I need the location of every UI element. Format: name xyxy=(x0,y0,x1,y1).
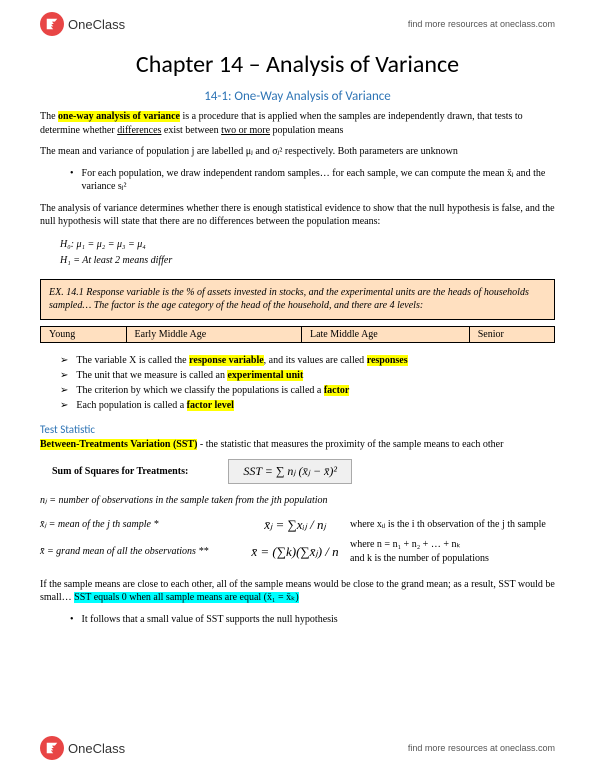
highlight-sst-zero: SST equals 0 when all sample means are e… xyxy=(74,592,299,603)
hypothesis-block: H₀: μ₁ = μ₂ = μ₃ = μ₄ H₁ = At least 2 me… xyxy=(60,237,555,269)
xj-definition-row: x̄ⱼ = mean of the j th sample * x̄ⱼ = ∑x… xyxy=(40,516,555,534)
logo: OneClass xyxy=(40,12,125,36)
xj-formula: x̄ⱼ = ∑xᵢⱼ / nⱼ xyxy=(240,516,350,534)
underline-two-or-more: two or more xyxy=(221,125,270,136)
intro-paragraph: The one-way analysis of variance is a pr… xyxy=(40,110,555,137)
xj-left: x̄ⱼ = mean of the j th sample * xyxy=(40,518,240,532)
highlight-one-way-anova: one-way analysis of variance xyxy=(58,111,180,122)
underline-differences: differences xyxy=(117,125,161,136)
table-row: Young Early Middle Age Late Middle Age S… xyxy=(41,326,555,342)
list-item: ➢ The unit that we measure is called an … xyxy=(60,368,555,383)
highlight-sst: Between-Treatments Variation (SST) xyxy=(40,439,197,450)
alt-hypothesis: H₁ = At least 2 means differ xyxy=(60,253,555,269)
arrow-icon: ➢ xyxy=(60,353,68,368)
xbar-left: x̄̄ = grand mean of all the observations… xyxy=(40,545,240,559)
cell-young: Young xyxy=(41,326,127,342)
nj-definition: nⱼ = number of observations in the sampl… xyxy=(40,494,555,508)
logo-text: OneClass xyxy=(68,17,125,32)
closing-bullet: • It follows that a small value of SST s… xyxy=(70,613,555,627)
sst-definition: Between-Treatments Variation (SST) - the… xyxy=(40,438,555,452)
xbar-right: where n = n₁ + n₂ + … + nₖ and k is the … xyxy=(350,538,555,566)
xj-right: where xᵢⱼ is the i th observation of the… xyxy=(350,518,555,532)
list-item: ➢ The criterion by which we classify the… xyxy=(60,383,555,398)
arrow-icon: ➢ xyxy=(60,368,68,383)
test-statistic-title: Test Statistic xyxy=(40,423,555,436)
bullet-item: • For each population, we draw independe… xyxy=(70,167,555,194)
list-item: ➢ The variable X is called the response … xyxy=(60,353,555,368)
null-hypothesis: H₀: μ₁ = μ₂ = μ₃ = μ₄ xyxy=(60,237,555,253)
text: - the statistic that measures the proxim… xyxy=(197,439,503,450)
text: The unit that we measure is called an xyxy=(76,370,227,381)
text: Each population is called a factor level xyxy=(76,398,234,413)
bullet-item: • It follows that a small value of SST s… xyxy=(70,613,555,627)
page-footer: OneClass find more resources at oneclass… xyxy=(40,736,555,760)
page-header: OneClass find more resources at oneclass… xyxy=(40,12,555,36)
highlight-responses: responses xyxy=(367,355,408,366)
text: exist between xyxy=(161,125,221,136)
footer-logo: OneClass xyxy=(40,736,125,760)
bullet-icon: • xyxy=(70,613,74,627)
xbar-definition-row: x̄̄ = grand mean of all the observations… xyxy=(40,538,555,566)
logo-icon xyxy=(40,12,64,36)
text: Each population is called a xyxy=(76,400,186,411)
sst-label: Sum of Squares for Treatments: xyxy=(52,466,188,477)
text: and k is the number of populations xyxy=(350,552,555,566)
text: The variable X is called the response va… xyxy=(76,353,407,368)
sst-formula-box: SST = ∑ nⱼ (x̄ⱼ − x̄̄)² xyxy=(228,459,352,484)
logo-text: OneClass xyxy=(68,741,125,756)
bullet-block: • For each population, we draw independe… xyxy=(70,167,555,194)
text: where n = n₁ + n₂ + … + nₖ xyxy=(350,538,555,552)
arrow-icon: ➢ xyxy=(60,383,68,398)
list-item: ➢ Each population is called a factor lev… xyxy=(60,398,555,413)
text: The variable X is called the xyxy=(76,355,189,366)
highlight-response-variable: response variable xyxy=(189,355,264,366)
cell-senior: Senior xyxy=(469,326,554,342)
closing-paragraph: If the sample means are close to each ot… xyxy=(40,578,555,605)
cell-early-middle: Early Middle Age xyxy=(126,326,301,342)
bullet-text: For each population, we draw independent… xyxy=(82,167,555,194)
footer-link[interactable]: find more resources at oneclass.com xyxy=(408,743,555,753)
highlight-factor: factor xyxy=(324,385,350,396)
age-categories-table: Young Early Middle Age Late Middle Age S… xyxy=(40,326,555,343)
bullet-icon: • xyxy=(70,167,74,194)
text: The xyxy=(40,111,58,122)
sst-formula-row: Sum of Squares for Treatments: SST = ∑ n… xyxy=(40,459,555,484)
cell-late-middle: Late Middle Age xyxy=(301,326,469,342)
anova-paragraph: The analysis of variance determines whet… xyxy=(40,202,555,229)
header-link[interactable]: find more resources at oneclass.com xyxy=(408,19,555,29)
chapter-title: Chapter 14 – Analysis of Variance xyxy=(40,50,555,79)
section-title: 14-1: One-Way Analysis of Variance xyxy=(40,89,555,104)
text: The criterion by which we classify the p… xyxy=(76,385,323,396)
highlight-factor-level: factor level xyxy=(187,400,234,411)
example-box: EX. 14.1 Response variable is the % of a… xyxy=(40,279,555,320)
text: population means xyxy=(270,125,343,136)
logo-icon xyxy=(40,736,64,760)
text: , and its values are called xyxy=(264,355,367,366)
arrow-icon: ➢ xyxy=(60,398,68,413)
highlight-experimental-unit: experimental unit xyxy=(227,370,303,381)
text: The unit that we measure is called an ex… xyxy=(76,368,303,383)
bullet-text: It follows that a small value of SST sup… xyxy=(82,613,338,627)
xbar-formula: x̄̄ = (∑k)(∑x̄ⱼ) / n xyxy=(240,543,350,561)
mean-variance-paragraph: The mean and variance of population j ar… xyxy=(40,145,555,159)
text: The criterion by which we classify the p… xyxy=(76,383,349,398)
definitions-list: ➢ The variable X is called the response … xyxy=(60,353,555,413)
